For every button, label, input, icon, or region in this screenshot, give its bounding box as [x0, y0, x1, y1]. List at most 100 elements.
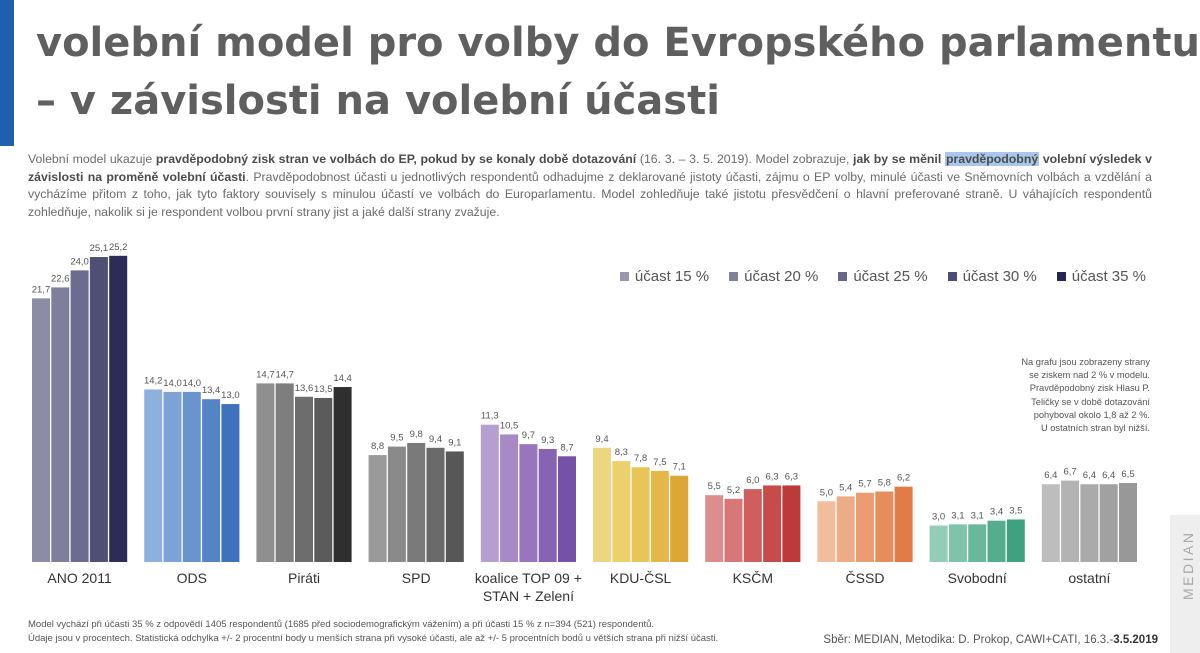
bar — [1080, 484, 1099, 562]
bar — [32, 298, 50, 562]
legend-swatch — [838, 272, 848, 281]
bar-value-label: 5,7 — [858, 479, 871, 490]
legend-item: účast 35 % — [1056, 268, 1146, 285]
footer-notes: Model vychází při účasti 35 % z odpovědí… — [28, 618, 718, 646]
bar — [705, 495, 724, 562]
legend-swatch — [729, 272, 739, 281]
source-date: 3.5.2019 — [1113, 634, 1158, 646]
chart-note: Na grafu jsou zobrazeny strany se ziskem… — [1004, 356, 1150, 435]
bar-value-label: 3,0 — [932, 512, 945, 523]
bar-value-label: 9,8 — [410, 429, 423, 440]
legend-label: účast 25 % — [853, 268, 928, 285]
category-label: ČSSD — [846, 570, 885, 586]
bar — [929, 525, 948, 562]
bar-value-label: 3,1 — [951, 510, 964, 521]
bar — [163, 391, 182, 562]
bar — [1119, 483, 1137, 562]
description-part-3: . Pravděpodobnost účasti u jednotlivých … — [28, 169, 1152, 219]
bar-value-label: 6,7 — [1063, 467, 1076, 478]
bar-value-label: 6,3 — [785, 471, 798, 482]
bar — [856, 492, 874, 562]
bar — [1041, 484, 1060, 562]
bar-value-label: 14,4 — [333, 373, 352, 384]
legend-item: účast 15 % — [619, 268, 709, 285]
bar — [1061, 480, 1080, 562]
note-line-2: se ziskem nad 2 % v modelu. — [1029, 370, 1150, 381]
bar-value-label: 6,4 — [1102, 470, 1115, 481]
bar-value-label: 6,4 — [1044, 470, 1057, 481]
bar — [407, 442, 426, 562]
bar-value-label: 25,2 — [109, 242, 128, 253]
description-highlight: pravděpodobný — [944, 152, 1040, 166]
bar — [480, 424, 499, 562]
bar-value-label: 6,3 — [765, 471, 778, 482]
bar — [894, 486, 913, 562]
bar — [221, 404, 240, 562]
bar-value-label: 6,5 — [1121, 469, 1134, 480]
category-label: KSČM — [733, 570, 773, 586]
bar — [500, 434, 519, 562]
note-line-6: U ostatních stran byl nižší. — [1040, 423, 1150, 434]
note-line-5: pohyboval okolo 1,8 až 2 %. — [1033, 409, 1150, 420]
description-part-2: (16. 3. – 3. 5. 2019). Model zobrazuje, — [636, 152, 854, 166]
bar-value-label: 14,0 — [183, 378, 202, 389]
legend-item: účast 20 % — [729, 268, 818, 285]
legend-label: účast 35 % — [1071, 268, 1146, 285]
median-logo-text: MEDIAN — [1180, 530, 1196, 600]
bar — [387, 446, 406, 562]
legend-swatch — [1056, 272, 1066, 281]
bar-value-label: 7,8 — [634, 453, 647, 464]
legend-item: účast 30 % — [947, 268, 1037, 285]
bar-value-label: 9,5 — [390, 433, 403, 444]
bar — [631, 467, 650, 562]
bar-value-label: 14,0 — [163, 378, 182, 389]
bar-value-label: 3,5 — [1009, 505, 1022, 516]
description-part-1: Volební model ukazuje — [28, 152, 156, 166]
bar — [51, 287, 70, 562]
bar-value-label: 10,5 — [500, 420, 519, 431]
bar-value-label: 21,7 — [32, 284, 51, 295]
bar-value-label: 7,1 — [673, 462, 686, 473]
footer-line-1: Model vychází při účasti 35 % z odpovědí… — [28, 619, 655, 630]
bar-value-label: 6,0 — [746, 475, 759, 486]
bar — [763, 485, 782, 562]
bar — [368, 455, 387, 562]
title-line-1: volební model pro volby do Evropského pa… — [36, 20, 1200, 66]
category-label: Svobodní — [948, 570, 1007, 586]
category-label: koalice TOP 09 + — [475, 570, 582, 586]
bar-value-label: 22,6 — [51, 273, 70, 284]
bar-value-label: 5,5 — [708, 481, 721, 492]
bar — [144, 389, 163, 562]
bar-group: 9,4 8,3 7,8 7,5 7,1 KDU-ČSL — [593, 434, 689, 586]
bar-value-label: 7,5 — [653, 457, 666, 468]
note-line-3: Pravděpodobný zisk Hlasu P. — [1029, 383, 1150, 394]
category-label: ostatní — [1068, 570, 1110, 586]
bar-group: 5,0 5,4 5,7 5,8 6,2 ČSSD — [817, 473, 913, 586]
bar — [538, 449, 557, 562]
bar — [333, 387, 352, 562]
bar — [1099, 484, 1118, 562]
bar — [295, 396, 313, 562]
bar-value-label: 8,3 — [615, 447, 628, 458]
bar — [743, 489, 762, 562]
bar — [593, 447, 611, 562]
bar-value-label: 9,4 — [595, 434, 608, 445]
bar — [836, 496, 855, 562]
watermark-panel — [1170, 515, 1200, 653]
bar-group: 8,8 9,5 9,8 9,4 9,1 SPD — [368, 429, 464, 586]
legend-label: účast 20 % — [744, 268, 819, 285]
bar — [109, 255, 128, 562]
bar-value-label: 9,3 — [541, 435, 554, 446]
bar-value-label: 8,7 — [560, 442, 573, 453]
bar — [875, 491, 894, 562]
bar-value-label: 9,4 — [429, 434, 442, 445]
legend-swatch — [619, 272, 629, 281]
title-line-2: – v závislosti na volební účasti — [36, 78, 720, 124]
category-label: ANO 2011 — [47, 570, 112, 586]
bar-value-label: 25,1 — [90, 243, 109, 254]
bar-group: 6,4 6,7 6,4 6,4 6,5 ostatní — [1041, 467, 1137, 586]
legend-swatch — [947, 272, 957, 281]
bar-value-label: 9,7 — [522, 430, 535, 441]
bar-value-label: 5,8 — [878, 478, 891, 489]
